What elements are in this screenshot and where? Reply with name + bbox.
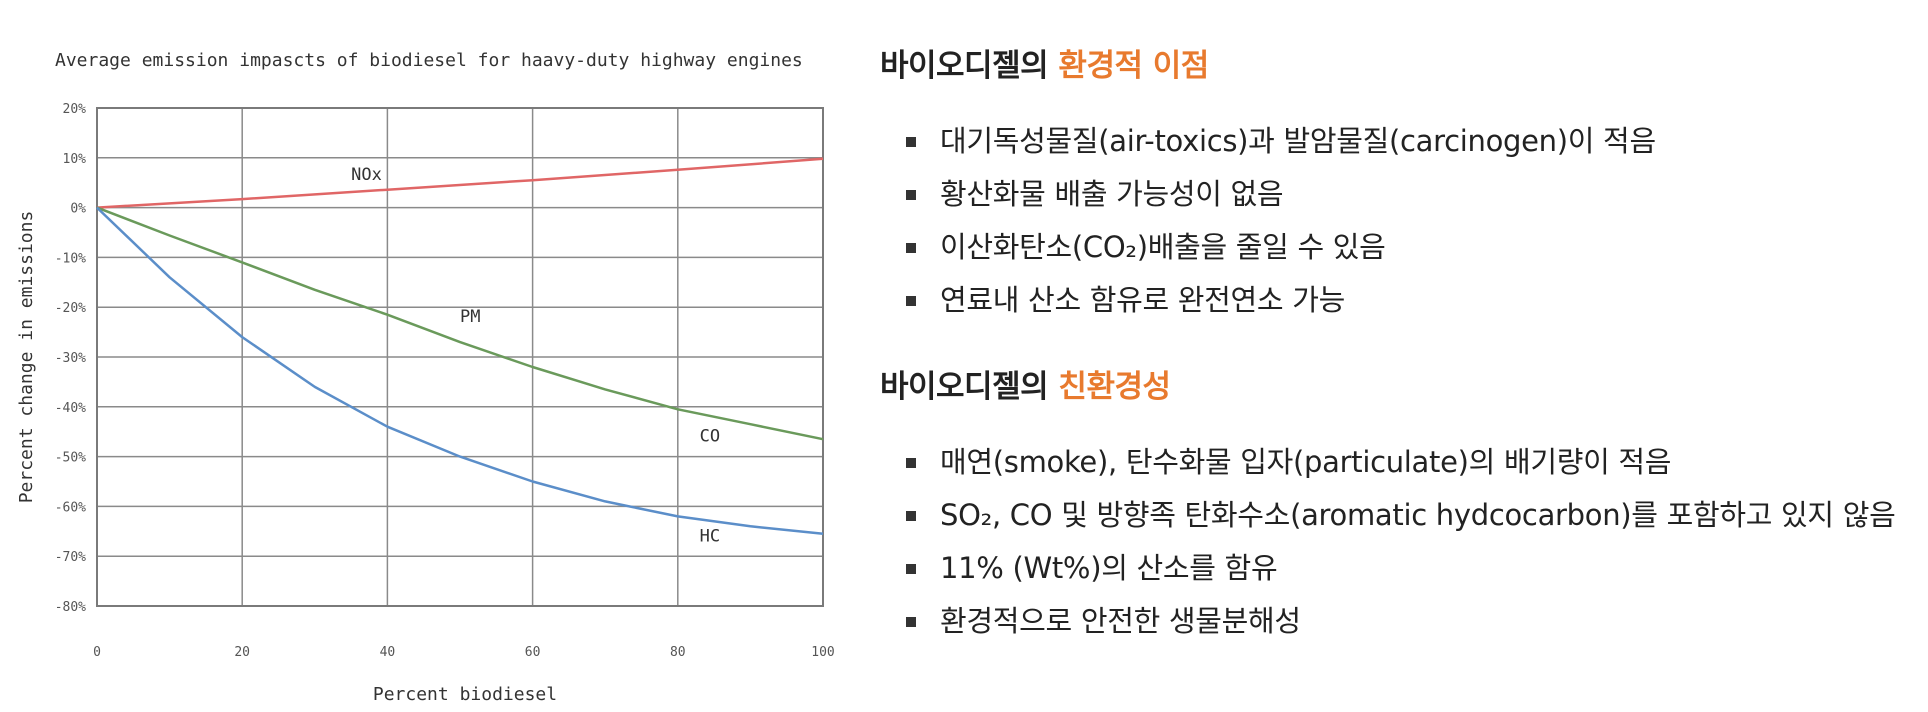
emissions-chart-svg: 20% 10% 0% -10% -20% -30% -40% -50% -60% -70% -80%… [16, 50, 835, 705]
section-title-accent: 친환경성 [1058, 369, 1171, 405]
x-axis-label: Percent biodiesel [373, 684, 557, 705]
section-title-prefix: 바이오디젤의 [880, 369, 1059, 405]
series-label-nox: NOx [351, 165, 382, 185]
section-title-accent: 환경적 이점 [1058, 48, 1209, 84]
list-item: 황산화물 배출 가능성이 없음 [880, 168, 1920, 221]
x-tick-label: 80 [670, 645, 686, 660]
list-item: 연료내 산소 함유로 완전연소 가능 [880, 274, 1920, 327]
section-title-prefix: 바이오디젤의 [880, 48, 1059, 84]
list-item: 매연(smoke), 탄수화물 입자(particulate)의 배기량이 적음 [880, 436, 1920, 489]
y-tick-label: 20% [63, 102, 87, 117]
series-line-pm [96, 206, 824, 441]
y-tick-label: -20% [55, 301, 86, 316]
chart-title: Average emission impascts of biodiesel f… [55, 50, 803, 71]
y-tick-label: -70% [55, 550, 86, 565]
benefits-list: 대기독성물질(air-toxics)과 발암물질(carcinogen)이 적음… [880, 115, 1920, 327]
series-line-hc [96, 206, 824, 536]
y-tick-label: -80% [55, 600, 86, 615]
eco-list: 매연(smoke), 탄수화물 입자(particulate)의 배기량이 적음… [880, 436, 1920, 648]
y-tick-label: 10% [63, 152, 87, 167]
x-tick-label: 60 [525, 645, 541, 660]
y-tick-label: -60% [55, 500, 86, 515]
series-label-hc: HC [700, 526, 720, 546]
series-line-nox [96, 157, 824, 209]
plot-frame [96, 107, 824, 607]
list-item: 환경적으로 안전한 생물분해성 [880, 595, 1920, 648]
info-panel: 바이오디젤의 환경적 이점 대기독성물질(air-toxics)과 발암물질(c… [880, 40, 1920, 682]
x-tick-label: 40 [380, 645, 396, 660]
x-tick-label: 0 [93, 645, 101, 660]
emissions-chart: 20% 10% 0% -10% -20% -30% -40% -50% -60% -70% -80%… [0, 0, 860, 712]
series-label-pm: PM [460, 307, 480, 327]
series-label-co: CO [700, 427, 720, 447]
list-item: 대기독성물질(air-toxics)과 발암물질(carcinogen)이 적음 [880, 115, 1920, 168]
y-tick-label: -50% [55, 451, 86, 466]
y-axis-label: Percent change in emissions [16, 211, 37, 504]
y-tick-label: -40% [55, 401, 86, 416]
section-title-environmental-benefits: 바이오디젤의 환경적 이점 [880, 40, 1920, 85]
y-tick-label: -30% [55, 351, 86, 366]
section-title-eco-friendliness: 바이오디젤의 친환경성 [880, 361, 1920, 406]
y-tick-label: 0% [70, 202, 86, 217]
y-tick-label: -10% [55, 251, 86, 266]
list-item: SO₂, CO 및 방향족 탄화수소(aromatic hydcocarbon)… [880, 489, 1920, 542]
x-tick-label: 100 [811, 645, 834, 660]
list-item: 이산화탄소(CO₂)배출을 줄일 수 있음 [880, 221, 1920, 274]
list-item: 11% (Wt%)의 산소를 함유 [880, 542, 1920, 595]
x-tick-label: 20 [234, 645, 250, 660]
